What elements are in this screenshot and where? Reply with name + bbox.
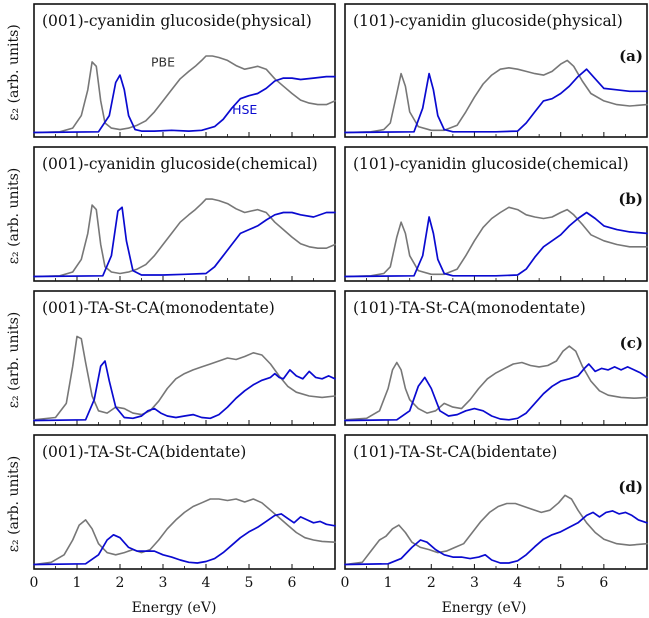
- x-tick-label: 4: [202, 575, 211, 591]
- panel-title: (101)-TA-St-CA(bidentate): [353, 443, 557, 461]
- series-line-hse: [344, 363, 648, 422]
- panel-5: (001)-TA-St-CA(monodentate) ε₂ (arb. unit…: [6, 290, 336, 426]
- series-line-pbe: [33, 55, 336, 134]
- panel-1: (001)-cyanidin glucoside(physical) PBE HSE…: [6, 3, 336, 138]
- x-tick-label: 5: [245, 575, 254, 591]
- series-annotation: PBE: [151, 54, 175, 69]
- series-line-pbe: [344, 345, 648, 421]
- panel-title: (001)-TA-St-CA(monodentate): [42, 299, 275, 317]
- series-line-pbe: [33, 198, 336, 278]
- panel-title: (101)-TA-St-CA(monodentate): [353, 299, 586, 317]
- x-tick-label: 0: [30, 575, 39, 591]
- panel-8: (101)-TA-St-CA(bidentate) (d): [344, 434, 648, 570]
- x-tick-label: 6: [599, 575, 608, 591]
- series-line-hse: [344, 211, 648, 278]
- x-tick-label: 0: [341, 575, 350, 591]
- panel-label: (b): [618, 190, 643, 208]
- panel-7: (001)-TA-St-CA(bidentate) ε₂ (arb. units): [6, 434, 336, 570]
- series-line-hse: [33, 513, 336, 566]
- panel-label: (a): [619, 47, 643, 65]
- y-axis-label: ε₂ (arb. units): [6, 456, 22, 552]
- panel-6: (101)-TA-St-CA(monodentate) (c): [344, 290, 648, 426]
- x-axis-label-right: Energy (eV): [442, 600, 527, 616]
- x-tick-label: 3: [470, 575, 479, 591]
- panel-label: (c): [620, 334, 643, 352]
- series-line-hse: [344, 68, 648, 134]
- panel-title: (101)-cyanidin glucoside(physical): [353, 12, 623, 30]
- panel-title: (001)-cyanidin glucoside(physical): [42, 12, 312, 30]
- x-tick-label: 5: [556, 575, 565, 591]
- series-line-hse: [344, 510, 648, 566]
- series-line-hse: [33, 206, 336, 278]
- y-axis-label: ε₂ (arb. units): [6, 24, 22, 120]
- y-axis-label: ε₂ (arb. units): [6, 168, 22, 264]
- panel-title: (101)-cyanidin glucoside(chemical): [353, 155, 629, 173]
- panel-4: (101)-cyanidin glucoside(chemical) (b): [344, 146, 648, 282]
- y-axis-label: ε₂ (arb. units): [6, 312, 22, 408]
- panel-3: (001)-cyanidin glucoside(chemical) ε₂ (ar…: [6, 146, 336, 282]
- x-tick-label: 1: [73, 575, 82, 591]
- x-axis-label-left: Energy (eV): [132, 600, 217, 616]
- series-line-pbe: [344, 494, 648, 566]
- x-tick-label: 3: [159, 575, 168, 591]
- series-line-pbe: [344, 206, 648, 278]
- axes-decor: Energy (eV) Energy (eV): [132, 600, 527, 616]
- panel-2: (101)-cyanidin glucoside(physical) (a): [344, 3, 648, 138]
- x-tick-label: 4: [513, 575, 522, 591]
- series-line-hse: [33, 360, 336, 422]
- series-line-hse: [33, 74, 336, 134]
- series-line-pbe: [33, 335, 336, 421]
- panel-title: (001)-TA-St-CA(bidentate): [42, 443, 246, 461]
- panel-label: (d): [618, 478, 643, 496]
- series-line-pbe: [33, 498, 336, 566]
- x-tick-label: 6: [288, 575, 297, 591]
- x-tick-label: 2: [427, 575, 436, 591]
- series-line-pbe: [344, 59, 648, 134]
- panel-title: (001)-cyanidin glucoside(chemical): [42, 155, 318, 173]
- x-tick-label: 1: [384, 575, 393, 591]
- series-annotation: HSE: [232, 102, 257, 117]
- x-tick-label: 2: [116, 575, 125, 591]
- panels-group: (001)-cyanidin glucoside(physical) PBE HSE…: [6, 3, 648, 591]
